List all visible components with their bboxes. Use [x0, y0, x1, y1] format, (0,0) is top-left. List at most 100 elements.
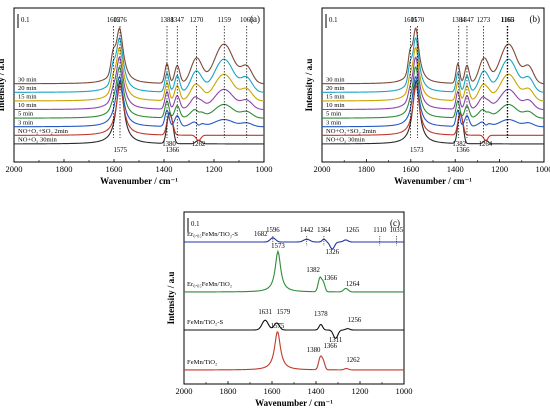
peak-label: 1378: [314, 311, 328, 318]
peak-label: 1602: [107, 17, 121, 24]
series-label: 10 min: [18, 102, 37, 109]
x-tick-label: 1800: [358, 164, 375, 174]
series-line: [14, 84, 264, 142]
peak-label: 1256: [348, 317, 362, 324]
series-label: 15 min: [326, 94, 345, 101]
series-label: Er₀.₀₅FeMn/TiO₂: [187, 281, 232, 288]
peak-label: 1159: [218, 17, 232, 24]
series-line: [184, 249, 404, 293]
series-line: [321, 79, 544, 145]
series-label: 15 min: [18, 94, 37, 101]
x-tick-label: 1200: [206, 164, 223, 174]
panel-1: 2000 1800 1600 1400 1200 1000 Wavenumber / cm⁻…: [304, 7, 550, 186]
series-line: [322, 46, 545, 102]
peak-label: 1347: [170, 17, 184, 24]
scale-bar-label: 0.1: [21, 17, 30, 24]
series-line: [183, 331, 404, 371]
peak-label: 1573: [271, 243, 285, 250]
peak-label: 1573: [410, 147, 424, 154]
peak-label: 1579: [277, 309, 291, 316]
series-label: 3 min: [18, 119, 34, 126]
series-label: NO+O₂ 30min: [18, 137, 58, 144]
series-label: 30 min: [326, 76, 345, 83]
peak-label: 1570: [411, 17, 425, 24]
peak-label: 1380: [162, 141, 176, 148]
peak-label: 1682: [254, 231, 268, 238]
series-label: 5 min: [326, 111, 342, 118]
peak-label: 1311: [329, 337, 342, 344]
x-axis-title: Wavenumber / cm⁻¹: [255, 398, 333, 408]
series-line: [14, 46, 265, 102]
peak-label: 1270: [190, 17, 204, 24]
series-line: [13, 65, 265, 119]
x-tick-label: 1200: [352, 386, 369, 396]
panel-tag: (a): [250, 14, 260, 24]
peak-label: 1388: [160, 17, 174, 24]
x-tick-label: 2000: [314, 164, 331, 174]
peak-label: 1631: [258, 309, 272, 316]
series-label: NO+O₂ 30min: [326, 137, 366, 144]
series-label: 20 min: [18, 85, 37, 92]
peak-label: 1166: [500, 17, 514, 24]
x-tick-label: 1600: [402, 164, 419, 174]
series-label: 5 min: [18, 111, 34, 118]
x-tick-label: 1000: [396, 386, 413, 396]
x-tick-label: 1400: [447, 164, 464, 174]
peak-label: 1366: [456, 147, 470, 154]
x-tick-label: 2000: [6, 164, 23, 174]
y-axis-title: Intensity / a.u: [304, 59, 314, 112]
series-label: 30 min: [18, 76, 37, 83]
y-axis-title: Intensity / a.u: [166, 272, 176, 325]
peak-label: 1326: [325, 249, 339, 256]
x-tick-label: 1600: [264, 386, 281, 396]
series-line: [14, 56, 265, 111]
peak-label: 1264: [346, 281, 360, 288]
series-line: [184, 237, 404, 250]
x-axis-title: Wavenumber / cm⁻¹: [394, 176, 472, 186]
peak-label: 1384: [452, 17, 466, 24]
peak-label: 1163: [501, 17, 515, 24]
peak-label: 1262: [346, 357, 360, 364]
series-line: [14, 75, 265, 128]
peak-label: 1069: [240, 17, 254, 24]
peak-label: 1366: [323, 275, 337, 282]
series-line: [14, 36, 265, 93]
peak-label: 1576: [113, 17, 127, 24]
peak-label: 1262: [192, 141, 206, 148]
peak-label: 1382: [306, 267, 320, 274]
panel-tag: (c): [390, 218, 400, 228]
peak-label: 1347: [460, 17, 474, 24]
peak-label: 1364: [317, 227, 331, 234]
peak-label: 1380: [307, 347, 321, 354]
peak-label: 1575: [271, 323, 285, 330]
peak-label: 1110: [373, 227, 387, 234]
series-line: [13, 79, 264, 145]
y-axis-title: Intensity / a.u: [0, 59, 6, 112]
scale-bar-label: 0.1: [191, 221, 200, 228]
peak-label: 1265: [346, 227, 360, 234]
x-tick-label: 1400: [156, 164, 173, 174]
series-label: 20 min: [326, 85, 345, 92]
series-label: FeMn/TiO₂: [187, 359, 217, 366]
x-tick-label: 1800: [56, 164, 73, 174]
panel-2: 2000 1800 1600 1400 1200 1000 Wavenumber / cm⁻…: [166, 211, 413, 408]
x-tick-label: 2000: [176, 386, 193, 396]
series-label: 3 min: [326, 119, 342, 126]
panel-tag: (b): [530, 14, 541, 24]
x-tick-label: 1600: [106, 164, 123, 174]
series-label: NO+O₂+SO₂ 2min: [18, 128, 69, 135]
series-label: Er₀.₀₅FeMn/TiO₂-S: [187, 231, 238, 238]
peak-label: 1596: [266, 227, 280, 234]
series-line: [14, 27, 265, 85]
peak-label: 1366: [323, 343, 337, 350]
x-tick-label: 1000: [536, 164, 550, 174]
x-axis-title: Wavenumber / cm⁻¹: [100, 176, 178, 186]
x-tick-label: 1800: [220, 386, 237, 396]
series-label: 10 min: [326, 102, 345, 109]
series-line: [184, 319, 404, 340]
series-label: FeMn/TiO₂-S: [187, 319, 223, 326]
scale-bar-label: 0.1: [329, 17, 338, 24]
x-tick-label: 1200: [491, 164, 508, 174]
panel-0: 2000 1800 1600 1400 1200 1000 Wavenumber / cm⁻…: [0, 7, 273, 186]
